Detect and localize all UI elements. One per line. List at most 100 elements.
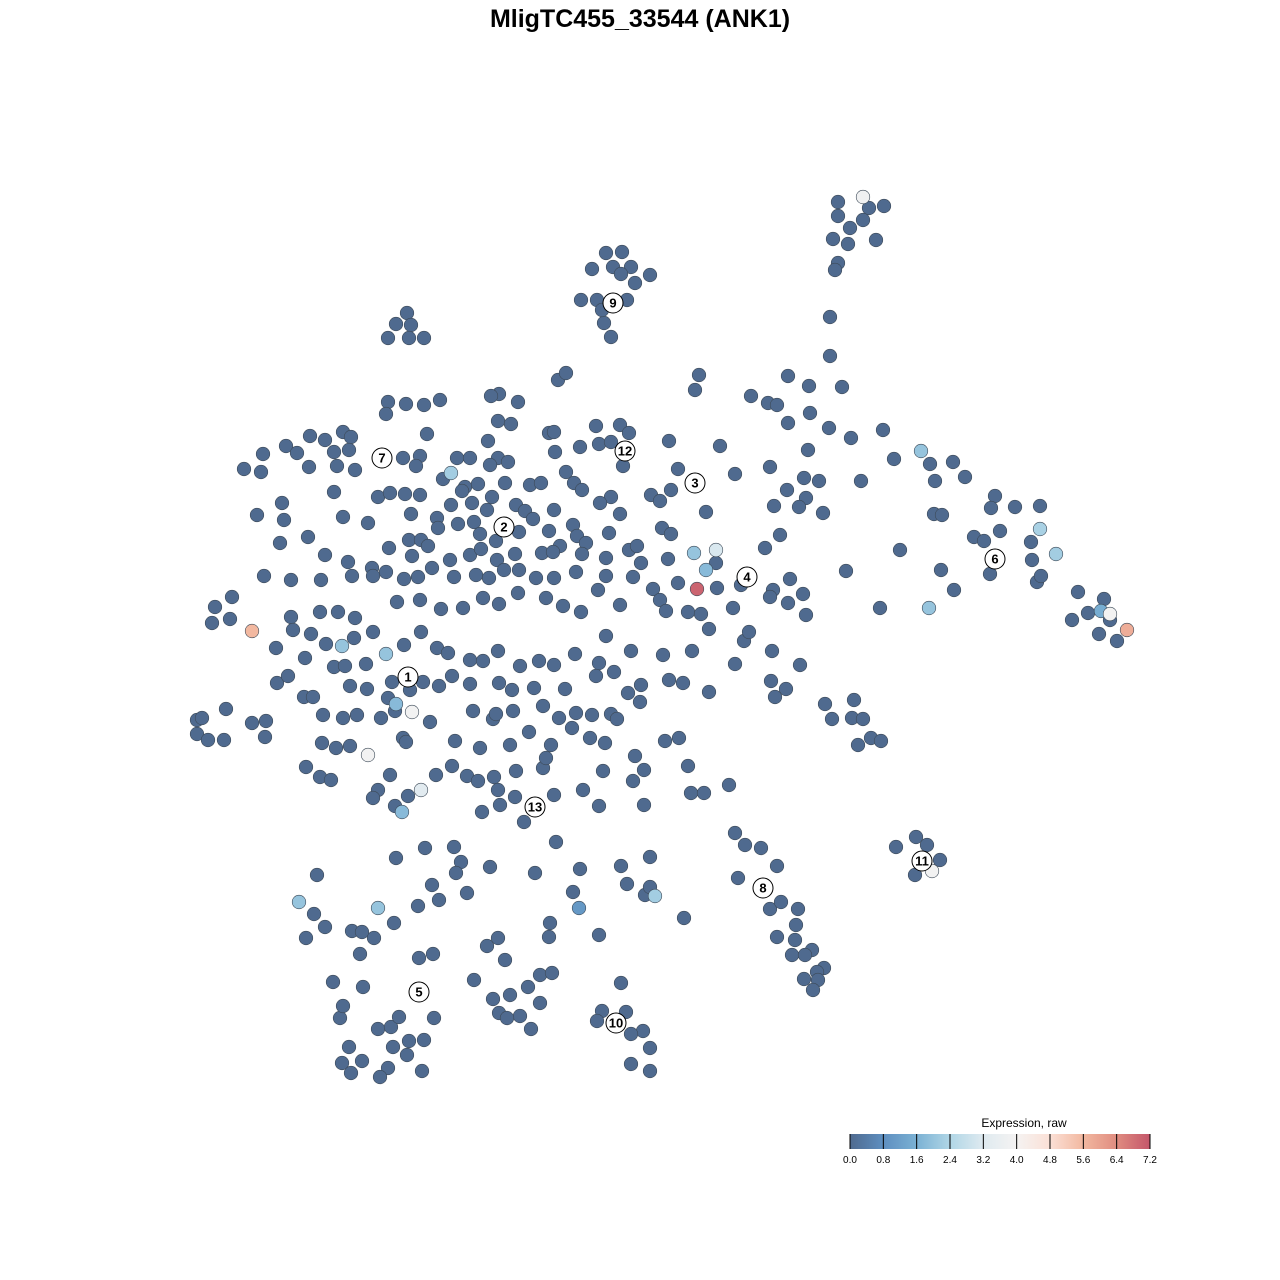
data-point [821, 420, 837, 436]
data-point [932, 852, 948, 868]
data-point [341, 1039, 357, 1055]
data-point [1033, 568, 1049, 584]
data-point [334, 638, 350, 654]
data-point [298, 930, 314, 946]
data-point [488, 706, 504, 722]
data-point [574, 482, 590, 498]
data-point [523, 1021, 539, 1037]
data-point [347, 462, 363, 478]
legend-tick-label: 5.6 [1076, 1155, 1090, 1166]
data-point [526, 680, 542, 696]
data-point [502, 737, 518, 753]
data-point [764, 643, 780, 659]
data-point [647, 888, 663, 904]
data-point [546, 570, 562, 586]
data-point [780, 368, 796, 384]
cluster-label-text: 2 [500, 520, 507, 535]
data-point [257, 729, 273, 745]
data-point [462, 547, 478, 563]
data-point [378, 564, 394, 580]
data-point [987, 488, 1003, 504]
data-point [861, 200, 877, 216]
data-point [502, 987, 518, 1003]
data-point [342, 738, 358, 754]
data-point [921, 600, 937, 616]
data-point [598, 568, 614, 584]
data-point [541, 929, 557, 945]
data-point [433, 601, 449, 617]
data-point [399, 305, 415, 321]
cluster-label-13: 13 [524, 796, 546, 818]
data-point [244, 623, 260, 639]
data-point [946, 582, 962, 598]
data-point [401, 330, 417, 346]
data-point [546, 502, 562, 518]
data-point [686, 545, 702, 561]
legend-tick-label: 6.4 [1110, 1155, 1124, 1166]
data-point [612, 597, 628, 613]
data-point [425, 946, 441, 962]
data-point [510, 585, 526, 601]
data-point [482, 859, 498, 875]
data-point [712, 438, 728, 454]
data-point [595, 763, 611, 779]
data-point [510, 394, 526, 410]
data-point [410, 569, 426, 585]
data-point [378, 646, 394, 662]
data-point [945, 454, 961, 470]
data-point [727, 466, 743, 482]
data-point [343, 1065, 359, 1081]
data-point [598, 628, 614, 644]
data-point [680, 604, 696, 620]
data-point [352, 946, 368, 962]
data-point [913, 443, 929, 459]
data-point [642, 1063, 658, 1079]
cluster-label-3: 3 [684, 472, 706, 494]
data-point [397, 486, 413, 502]
data-point [440, 645, 456, 661]
data-point [359, 681, 375, 697]
legend-tick-label: 4.8 [1043, 1155, 1057, 1166]
data-point [532, 995, 548, 1011]
data-point [588, 418, 604, 434]
data-point [784, 947, 800, 963]
data-point [573, 604, 589, 620]
data-point [422, 714, 438, 730]
data-point [684, 643, 700, 659]
data-point [300, 529, 316, 545]
data-point [782, 571, 798, 587]
data-point [329, 458, 345, 474]
data-point [289, 445, 305, 461]
data-point [888, 839, 904, 855]
data-point [796, 971, 812, 987]
data-point [850, 737, 866, 753]
data-point [683, 785, 699, 801]
data-point [512, 658, 528, 674]
data-point [497, 952, 513, 968]
data-point [370, 900, 386, 916]
data-point [317, 432, 333, 448]
data-point [827, 262, 843, 278]
data-point [661, 433, 677, 449]
data-point [790, 901, 806, 917]
data-point [769, 858, 785, 874]
data-point [1091, 626, 1107, 642]
data-point [492, 797, 508, 813]
data-point [603, 434, 619, 450]
data-point [663, 526, 679, 542]
data-point [504, 682, 520, 698]
data-point [373, 710, 389, 726]
data-point [318, 636, 334, 652]
data-point [388, 696, 404, 712]
cluster-label-text: 9 [609, 296, 616, 311]
cluster-label-2: 2 [493, 516, 515, 538]
data-point [652, 493, 668, 509]
cluster-label-text: 13 [528, 800, 542, 815]
data-point [1007, 499, 1023, 515]
data-point [868, 232, 884, 248]
data-point [680, 758, 696, 774]
data-point [431, 892, 447, 908]
data-point [769, 929, 785, 945]
data-point [428, 767, 444, 783]
data-point [652, 592, 668, 608]
